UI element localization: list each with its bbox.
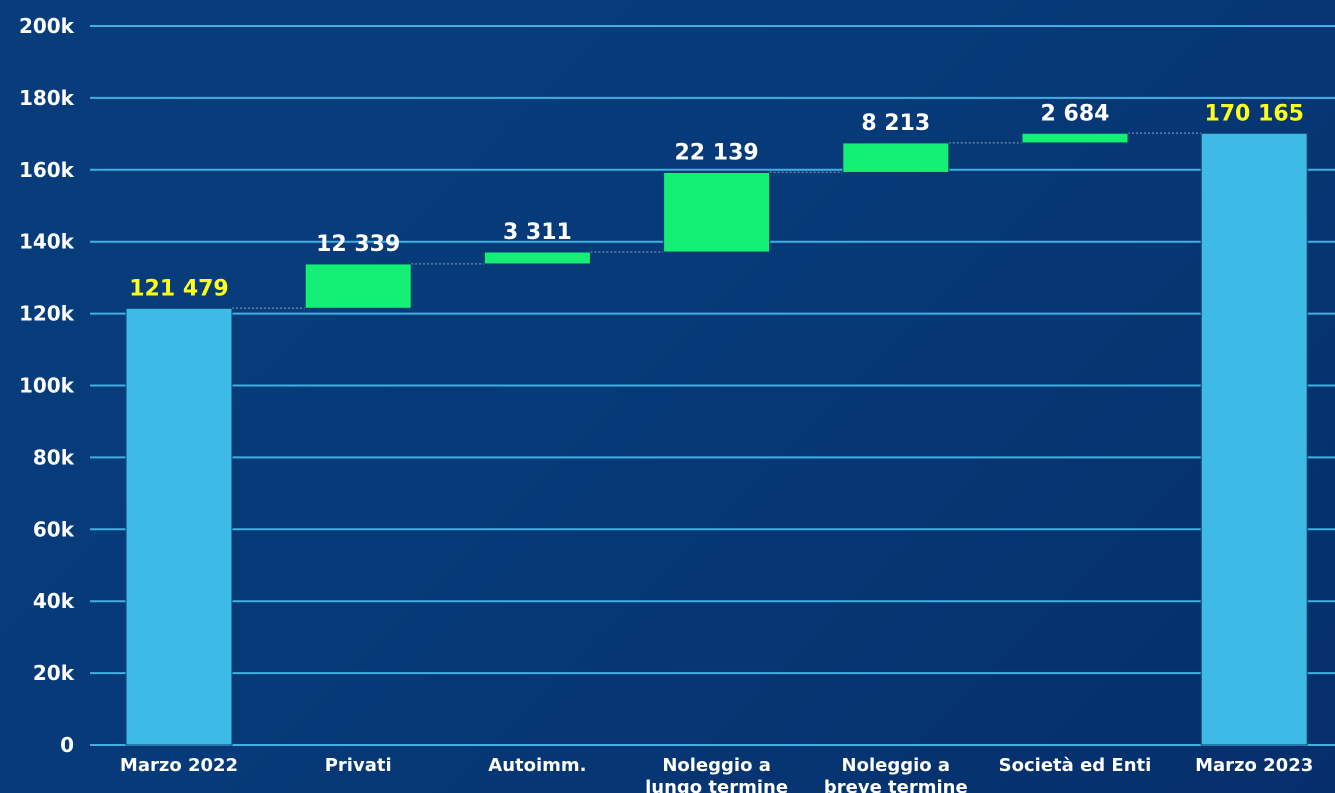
data-label: 121 479	[129, 276, 229, 301]
y-tick-label: 120k	[19, 302, 75, 326]
y-tick-label: 60k	[33, 517, 75, 541]
x-category-label-line: breve termine	[824, 777, 968, 793]
x-category-label-line: Marzo 2022	[120, 755, 238, 776]
y-tick-label: 180k	[19, 86, 75, 110]
x-axis-category-labels: Marzo 2022 Privati Autoimm. Noleggio a lungo…	[120, 755, 1313, 793]
x-category-label: Società ed Enti	[999, 755, 1152, 776]
y-tick-label: 100k	[19, 374, 75, 398]
connector-lines	[232, 132, 1202, 310]
y-tick-label: 40k	[33, 589, 75, 613]
x-category-label: Autoimm.	[488, 755, 586, 776]
data-label: 12 339	[316, 232, 400, 257]
data-label: 3 311	[503, 220, 572, 245]
y-tick-label: 0	[60, 733, 74, 757]
total-bar	[1200, 132, 1308, 746]
increase-bar	[483, 251, 591, 265]
data-label: 2 684	[1041, 101, 1110, 126]
data-label: 8 213	[861, 111, 930, 136]
x-category-label-line: Autoimm.	[488, 755, 586, 776]
y-tick-label: 20k	[33, 661, 75, 685]
x-category-label: Noleggio a lungo termine	[645, 755, 788, 793]
bars	[125, 132, 1308, 746]
data-label: 22 139	[674, 140, 758, 165]
x-category-label-line: Società ed Enti	[999, 755, 1152, 776]
increase-bar	[1021, 132, 1129, 144]
data-label: 170 165	[1204, 101, 1304, 126]
x-category-label-line: lungo termine	[645, 777, 788, 793]
increase-bar	[304, 263, 412, 309]
x-category-label-line: Noleggio a	[662, 755, 771, 776]
y-tick-label: 140k	[19, 230, 75, 254]
x-category-label-line: Noleggio a	[842, 755, 951, 776]
x-category-label: Marzo 2022	[120, 755, 238, 776]
x-category-label: Marzo 2023	[1195, 755, 1313, 776]
increase-bar	[663, 171, 771, 253]
y-tick-label: 200k	[19, 14, 75, 38]
data-labels: 121 479 12 339 3 311 22 139 8 213 2 684 170 16…	[129, 101, 1304, 301]
y-tick-label: 160k	[19, 158, 75, 182]
x-category-label-line: Privati	[325, 755, 392, 776]
grid-lines	[90, 25, 1335, 746]
x-category-label: Privati	[325, 755, 392, 776]
increase-bar	[842, 142, 950, 173]
total-bar	[125, 307, 233, 746]
y-axis-tick-labels: 0 20k 40k 60k 80k 100k 120k 140k 160k 180k 200k	[19, 14, 75, 757]
x-category-label: Noleggio a breve termine	[824, 755, 968, 793]
x-category-label-line: Marzo 2023	[1195, 755, 1313, 776]
y-tick-label: 80k	[33, 445, 75, 469]
